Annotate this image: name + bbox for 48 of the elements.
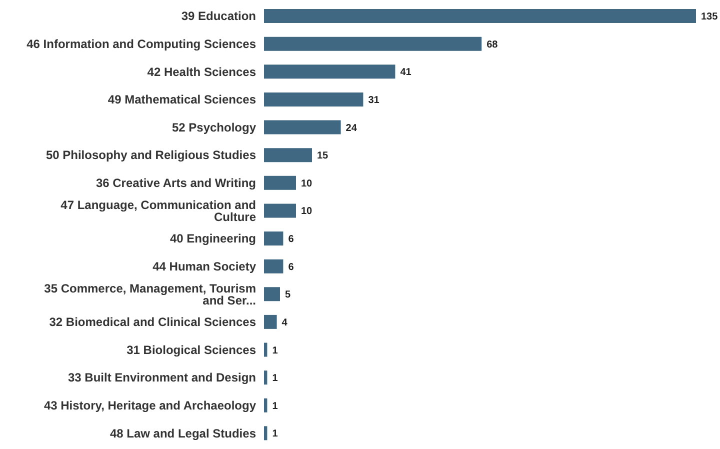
y-tick-label: 49 Mathematical Sciences (108, 92, 256, 107)
bar (264, 398, 268, 412)
bar (264, 176, 296, 190)
data-label: 6 (288, 262, 294, 273)
bar (264, 148, 312, 162)
bar (264, 232, 284, 246)
data-label: 31 (368, 94, 380, 106)
y-tick-label: 32 Biomedical and Clinical Sciences (49, 315, 256, 330)
data-label: 15 (317, 150, 329, 162)
y-tick-label: 48 Law and Legal Studies (110, 426, 256, 440)
data-label: 135 (701, 12, 718, 23)
y-tick-label: 43 History, Heritage and Archaeology (44, 398, 256, 413)
data-label: 1 (272, 345, 278, 356)
bar (264, 92, 364, 106)
data-label: 5 (285, 290, 291, 301)
bar (264, 426, 268, 440)
bar (264, 314, 277, 329)
bar (264, 259, 284, 274)
y-tick-label: 35 Commerce, Management, Tourism and Ser... (44, 281, 256, 308)
bar (264, 204, 296, 218)
bar (264, 36, 482, 51)
bar (264, 120, 341, 134)
bar (264, 64, 396, 79)
y-tick-label: 46 Information and Computing Sciences (26, 36, 256, 51)
y-tick-label: 36 Creative Arts and Writing (96, 176, 256, 190)
y-tick-label: 31 Biological Sciences (126, 342, 256, 357)
data-label: 4 (282, 317, 288, 328)
data-label: 6 (288, 234, 294, 246)
data-label: 10 (301, 178, 313, 190)
bar (264, 287, 280, 302)
data-label: 68 (486, 39, 498, 50)
y-tick-label: 33 Built Environment and Design (68, 370, 256, 385)
bar (264, 342, 268, 357)
data-label: 10 (301, 206, 313, 218)
bar (264, 9, 696, 23)
y-tick-label: 42 Health Sciences (147, 64, 256, 79)
data-label: 1 (272, 428, 278, 440)
data-label: 1 (272, 373, 278, 384)
bar (264, 370, 268, 385)
data-label: 1 (272, 400, 278, 412)
data-label: 41 (400, 67, 412, 78)
y-tick-label: 40 Engineering (170, 232, 256, 246)
y-tick-label: 44 Human Society (152, 259, 256, 274)
y-tick-label: 52 Psychology (172, 120, 256, 134)
data-label: 24 (346, 122, 358, 134)
y-tick-label: 50 Philosophy and Religious Studies (46, 148, 256, 162)
y-tick-label: 47 Language, Communication and Culture (60, 198, 256, 224)
y-tick-label: 39 Education (181, 9, 256, 24)
